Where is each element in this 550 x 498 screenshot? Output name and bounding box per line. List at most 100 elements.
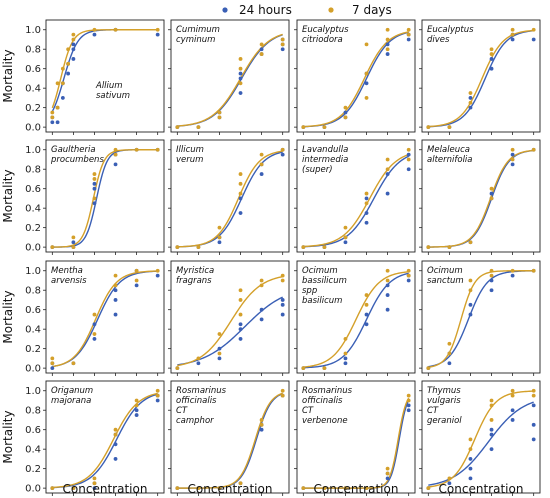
data-point (489, 288, 494, 293)
legend-label-7d: 7 days (352, 3, 392, 17)
data-point (301, 486, 306, 491)
data-point (468, 437, 473, 442)
species-label: CT (176, 406, 188, 416)
data-point (50, 356, 55, 361)
data-point (196, 356, 201, 361)
data-point (92, 312, 97, 317)
data-point (113, 283, 118, 288)
species-label: camphor (176, 416, 214, 426)
data-point (113, 298, 118, 302)
data-point (343, 486, 348, 491)
data-point (406, 403, 411, 408)
data-point (113, 147, 118, 152)
data-point (385, 293, 390, 297)
data-point (113, 162, 118, 167)
data-point (238, 71, 243, 76)
y-tick-label: 0.8 (25, 165, 41, 176)
data-point (468, 240, 473, 245)
data-point (406, 408, 411, 413)
data-point (447, 481, 452, 486)
data-point (510, 418, 515, 422)
y-axis-label: Mortality (1, 290, 15, 343)
fit-curve (177, 275, 283, 367)
data-point (510, 408, 515, 413)
fit-curve (303, 399, 410, 489)
data-point (238, 312, 243, 317)
data-point (92, 476, 97, 481)
data-point (406, 147, 411, 152)
data-point (343, 351, 348, 356)
y-tick-label: 1.0 (25, 145, 41, 156)
species-label: fragrans (176, 276, 212, 286)
data-point (259, 172, 264, 176)
fit-curve (303, 31, 409, 128)
data-point (238, 298, 243, 302)
data-point (217, 235, 222, 240)
panel-frame (296, 380, 416, 494)
data-point (385, 283, 390, 288)
data-point (364, 201, 369, 206)
y-tick-label: 1.0 (25, 25, 41, 36)
data-point (510, 157, 515, 162)
data-point (489, 418, 494, 422)
data-point (238, 76, 243, 81)
data-point (343, 115, 348, 120)
data-point (489, 196, 494, 201)
data-point (217, 110, 222, 115)
y-tick-label: 0.4 (25, 445, 41, 456)
fit-curve (177, 150, 283, 248)
species-label: dives (427, 35, 450, 45)
data-point (343, 240, 348, 245)
x-axis-label: Concentration (314, 482, 399, 496)
data-point (322, 125, 327, 130)
data-point (217, 115, 222, 120)
data-point (113, 442, 118, 447)
fit-curve (428, 30, 534, 128)
panel-frame (296, 139, 416, 253)
data-point (55, 120, 60, 125)
panel-frame (170, 260, 290, 374)
fit-curve (177, 296, 283, 366)
data-point (238, 57, 243, 61)
data-point (343, 235, 348, 240)
data-point (468, 476, 473, 481)
data-point (259, 283, 264, 288)
data-point (406, 37, 411, 42)
data-point (406, 278, 411, 283)
fit-curve (52, 270, 158, 368)
species-label: Melaleuca (427, 145, 470, 155)
data-point (259, 152, 264, 157)
legend-marker-7d (328, 7, 334, 13)
data-point (259, 278, 264, 283)
data-point (531, 37, 536, 42)
data-point (155, 147, 160, 152)
fit-curve (177, 151, 283, 248)
species-label: geraniol (427, 416, 462, 426)
data-point (238, 191, 243, 196)
data-point (364, 312, 369, 317)
data-point (447, 351, 452, 356)
y-tick-label: 0.4 (25, 84, 41, 95)
y-tick-label: 0.0 (25, 364, 41, 375)
data-point (489, 191, 494, 196)
fit-curve (428, 149, 534, 248)
species-label: Rosmarinus (302, 386, 353, 396)
data-point (531, 403, 536, 408)
data-point (113, 427, 118, 432)
y-tick-label: 0.2 (25, 464, 41, 475)
data-point (364, 96, 369, 100)
species-label: Ocimum (427, 266, 463, 276)
data-point (406, 268, 411, 273)
data-point (468, 466, 473, 471)
data-point (385, 27, 390, 32)
data-point (510, 147, 515, 152)
data-point (196, 361, 201, 366)
panel-frame (170, 380, 290, 494)
data-point (60, 66, 65, 71)
data-point (259, 422, 264, 427)
